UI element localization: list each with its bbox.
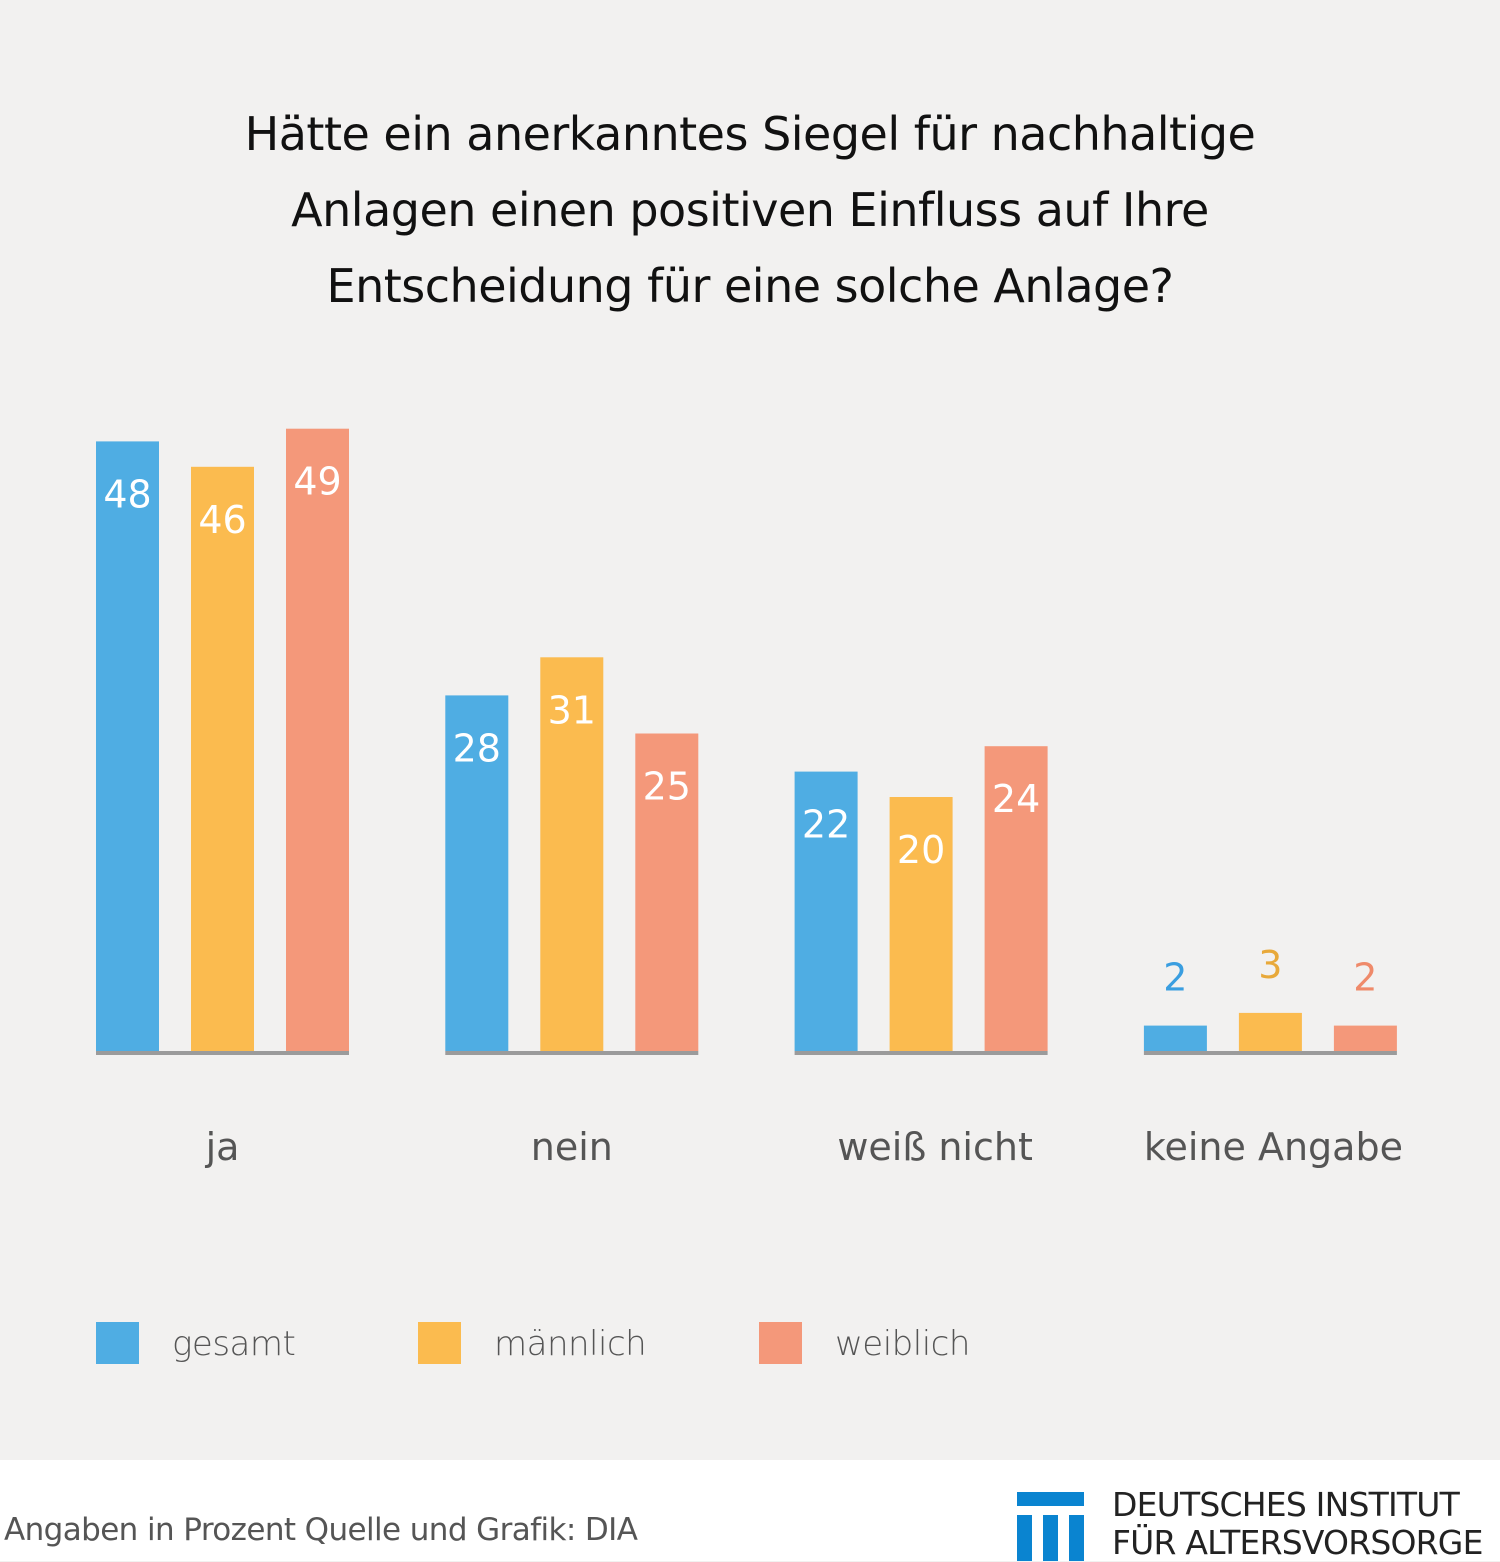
x-axis-baseline-nein — [445, 1051, 699, 1055]
data-label-weiss-nicht-weiblich: 24 — [992, 777, 1040, 821]
data-label-keine-angabe-maennlich: 3 — [1258, 943, 1282, 987]
x-axis-baseline-weiss-nicht — [794, 1051, 1048, 1055]
bar-nein-gesamt — [445, 695, 509, 1051]
bar-nein-maennlich — [540, 657, 604, 1051]
x-axis-baseline-keine-angabe — [1143, 1051, 1397, 1055]
category-label-weiss-nicht: weiß nicht — [837, 1125, 1033, 1169]
legend-label-weiblich: weiblich — [835, 1324, 970, 1364]
data-label-weiss-nicht-gesamt: 22 — [802, 803, 850, 847]
category-label-nein: nein — [531, 1125, 613, 1169]
logo-text-line-1: DEUTSCHES INSTITUT — [1112, 1485, 1460, 1524]
chart-title-line-2: Anlagen einen positiven Einfluss auf Ihr… — [291, 183, 1209, 237]
x-axis-baseline-ja — [96, 1051, 349, 1055]
bar-keine-angabe-weiblich — [1333, 1025, 1397, 1051]
chart-title-line-1: Hätte ein anerkanntes Siegel für nachhal… — [244, 107, 1256, 161]
bar-weiss-nicht-weiblich — [984, 746, 1048, 1051]
data-label-nein-weiblich: 25 — [643, 765, 691, 809]
data-label-nein-gesamt: 28 — [453, 726, 501, 770]
chart-area: Hätte ein anerkanntes Siegel für nachhal… — [0, 96, 1500, 1366]
legend-swatch-maennlich — [418, 1322, 461, 1364]
legend-label-gesamt: gesamt — [172, 1324, 296, 1364]
dia-logo-icon — [1017, 1492, 1084, 1561]
data-label-ja-maennlich: 46 — [198, 498, 246, 542]
bar-ja-gesamt — [96, 441, 159, 1051]
legend-swatch-weiblich — [759, 1322, 802, 1364]
data-label-weiss-nicht-maennlich: 20 — [897, 828, 945, 872]
data-label-keine-angabe-weiblich: 2 — [1353, 956, 1377, 1000]
data-label-ja-weiblich: 49 — [293, 460, 341, 504]
bar-weiss-nicht-maennlich — [889, 797, 953, 1051]
data-label-keine-angabe-gesamt: 2 — [1163, 956, 1187, 1000]
footer: Angaben in Prozent Quelle und Grafik: DI… — [0, 1460, 1500, 1562]
logo-text-line-2: FÜR ALTERSVORSORGE — [1112, 1523, 1483, 1562]
data-label-ja-gesamt: 48 — [103, 472, 151, 516]
chart-title: Hätte ein anerkanntes Siegel für nachhal… — [0, 96, 1500, 324]
category-label-keine-angabe: keine Angabe — [1144, 1125, 1403, 1169]
data-label-nein-maennlich: 31 — [548, 688, 596, 732]
bar-keine-angabe-maennlich — [1238, 1012, 1302, 1051]
bar-ja-weiblich — [286, 428, 349, 1051]
legend-label-maennlich: männlich — [494, 1324, 647, 1364]
chart-title-line-3: Entscheidung für eine solche Anlage? — [326, 259, 1174, 313]
bar-weiss-nicht-gesamt — [794, 771, 858, 1051]
logo-text: DEUTSCHES INSTITUT FÜR ALTERSVORSORGE — [1112, 1486, 1483, 1562]
category-label-ja: ja — [205, 1125, 240, 1169]
bar-plot: 48 46 49 ja 28 31 25 nein 22 20 24 weiß nicht 2 3 2 kei… — [96, 428, 1403, 1169]
bar-ja-maennlich — [191, 466, 254, 1051]
legend: gesamt männlich weiblich — [0, 1322, 1500, 1366]
legend-swatch-gesamt — [96, 1322, 139, 1364]
bar-keine-angabe-gesamt — [1143, 1025, 1207, 1051]
source-note: Angaben in Prozent Quelle und Grafik: DI… — [4, 1512, 638, 1548]
bar-nein-weiblich — [635, 733, 699, 1051]
